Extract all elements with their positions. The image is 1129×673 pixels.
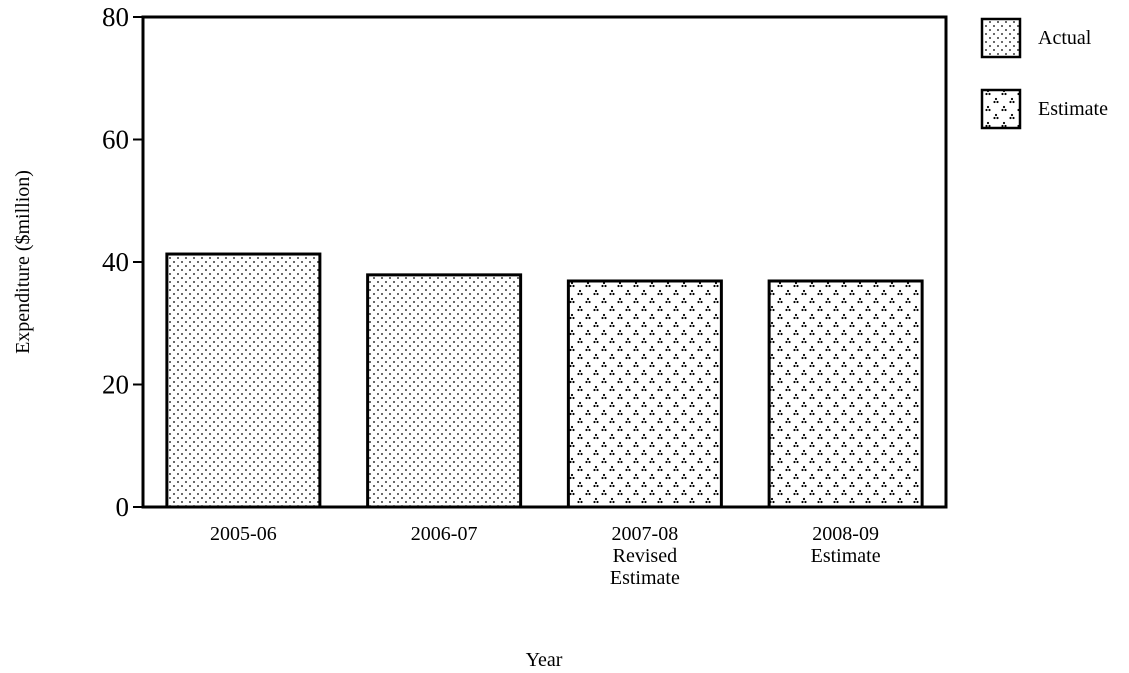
legend-label-actual: Actual (1038, 27, 1092, 49)
y-tick-label: 0 (116, 492, 130, 522)
y-tick-label: 60 (102, 125, 129, 155)
bar-2005-06 (165, 252, 322, 509)
x-axis-title: Year (526, 649, 563, 671)
bar-2006-07 (366, 273, 523, 509)
legend-swatch-actual (980, 17, 1022, 59)
y-tick-label: 40 (102, 247, 129, 277)
x-category-label: 2008-09 Estimate (811, 523, 881, 567)
x-axis-category-labels: 2005-06 2006-07 2007-08 Revised Estimate 2008… (210, 523, 881, 589)
bar-2008-09 (767, 279, 924, 509)
legend-label-estimate: Estimate (1038, 98, 1108, 120)
x-category-label: 2005-06 (210, 523, 277, 545)
bars (165, 252, 924, 509)
legend-swatch-estimate (980, 88, 1022, 130)
y-tick-label: 80 (102, 2, 129, 32)
y-axis-title: Expenditure ($million) (12, 170, 34, 354)
y-tick-label: 20 (102, 370, 129, 400)
legend: Actual Estimate (980, 17, 1108, 130)
y-axis-ticks: 0 20 40 60 80 (102, 2, 143, 522)
bar-2007-08 (566, 279, 723, 509)
x-category-label: 2007-08 Revised Estimate (610, 523, 680, 589)
x-category-label: 2006-07 (411, 523, 478, 545)
